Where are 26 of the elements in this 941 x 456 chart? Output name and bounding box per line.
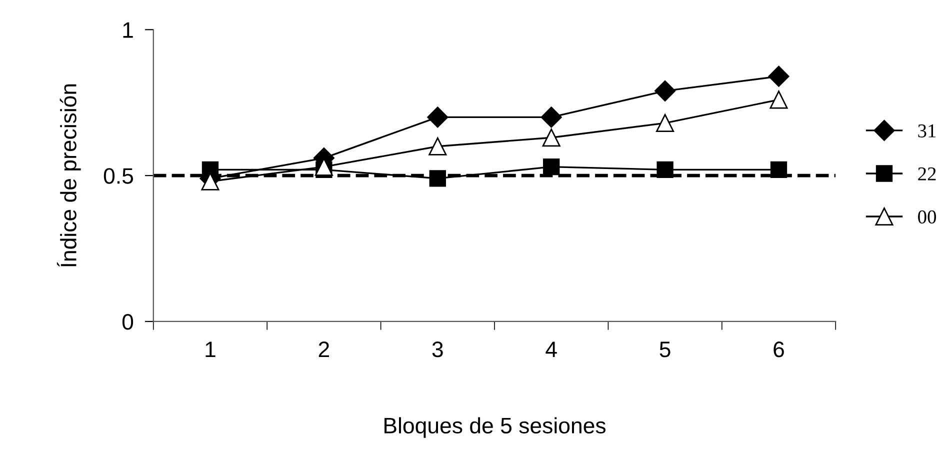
point — [770, 90, 788, 109]
y-tick-label: 0.5 — [104, 168, 134, 184]
point — [429, 170, 446, 187]
x-tick-label: 6 — [774, 342, 784, 358]
point — [770, 161, 788, 178]
point — [656, 161, 674, 178]
x-tick-label: 2 — [318, 342, 330, 358]
point — [768, 66, 790, 87]
legend-label: 22 — [918, 167, 936, 180]
y-tick-label: 1 — [123, 22, 133, 38]
point — [656, 114, 674, 132]
x-tick-label: 5 — [660, 342, 670, 358]
legend-label: 00 — [918, 210, 936, 224]
point — [542, 128, 560, 147]
y-tick-label: 0 — [122, 314, 134, 330]
x-tick-label: 3 — [432, 342, 443, 358]
point — [540, 106, 562, 128]
x-tick-label: 4 — [546, 342, 557, 358]
point — [427, 106, 448, 128]
point — [428, 137, 447, 156]
x-axis-title: Bloques de 5 sesiones — [384, 417, 606, 438]
point — [654, 80, 676, 102]
point — [543, 158, 560, 176]
y-axis-title: Índice de precisión — [56, 84, 81, 267]
x-tick-label: 1 — [206, 342, 216, 358]
legend-label: 31 — [918, 124, 936, 138]
